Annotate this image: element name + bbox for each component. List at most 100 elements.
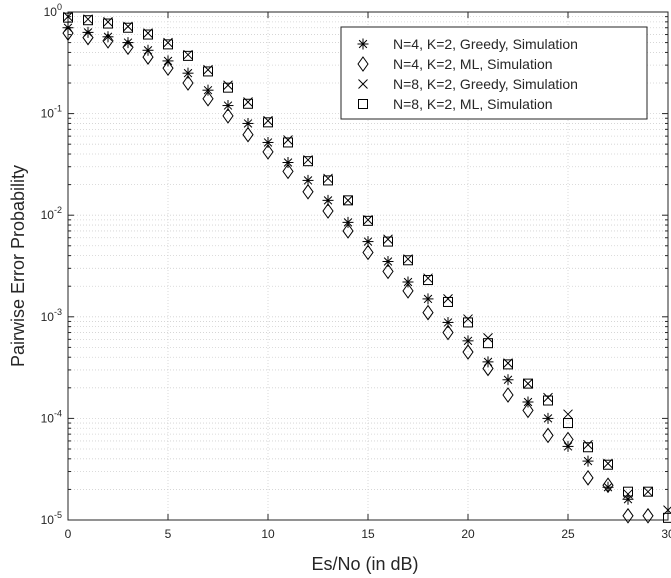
data-point-square	[583, 442, 593, 453]
data-point-diamond	[282, 163, 294, 180]
y-tick-label: 10-2	[41, 205, 62, 222]
data-point-square	[123, 22, 133, 33]
data-point-square	[323, 175, 333, 186]
data-point-square	[563, 418, 573, 429]
data-point-diamond	[222, 108, 234, 124]
data-point-square	[363, 215, 373, 226]
data-point-square	[483, 338, 493, 349]
data-point-asterisk	[342, 216, 354, 228]
data-point-diamond	[102, 32, 114, 49]
data-point-diamond	[142, 49, 154, 65]
data-point-diamond	[362, 244, 374, 261]
data-point-asterisk	[402, 276, 414, 288]
y-tick-label: 100	[44, 2, 62, 19]
data-point-square	[503, 359, 513, 370]
y-tick-label: 10-4	[41, 408, 62, 425]
data-point-square	[423, 275, 433, 286]
data-point-diamond	[642, 507, 654, 524]
data-point-x	[543, 392, 553, 403]
series-4	[63, 12, 671, 523]
data-point-diamond	[602, 477, 614, 494]
x-axis-label: Es/No (in dB)	[311, 554, 418, 574]
data-point-asterisk	[582, 455, 594, 467]
data-point-diamond	[482, 360, 494, 377]
legend-label: N=4, K=2, ML, Simulation	[393, 56, 553, 72]
data-point-diamond	[302, 183, 314, 200]
data-point-asterisk	[502, 374, 514, 386]
data-point-square	[163, 39, 173, 50]
legend-marker-square	[358, 99, 368, 109]
data-point-asterisk	[182, 67, 194, 79]
data-point-diamond	[382, 263, 394, 280]
data-point-x	[443, 294, 453, 304]
data-point-x	[63, 11, 73, 22]
data-point-x	[383, 234, 393, 245]
data-point-square	[523, 378, 533, 389]
data-point-square	[383, 236, 393, 247]
x-tick-label: 30	[661, 527, 671, 541]
data-point-diamond	[182, 75, 194, 91]
data-point-x	[643, 486, 653, 497]
y-tick-labels: 10-5 10-4 10-3 10-2 10-1 100	[41, 2, 62, 527]
data-point-diamond	[442, 324, 454, 341]
legend-box	[340, 26, 648, 120]
series-2	[62, 25, 654, 524]
data-point-asterisk	[262, 136, 274, 148]
x-tick-label: 20	[461, 527, 475, 541]
x-tick-label: 15	[361, 527, 375, 541]
data-point-diamond	[82, 29, 94, 46]
data-point-diamond	[542, 427, 554, 444]
data-point-x	[623, 489, 633, 499]
data-point-diamond	[162, 60, 174, 77]
data-point-diamond	[242, 126, 254, 143]
data-point-diamond	[62, 25, 74, 41]
data-point-x	[563, 409, 573, 420]
data-point-x	[283, 135, 293, 145]
data-point-x	[323, 173, 333, 184]
legend-label: N=8, K=2, Greedy, Simulation	[393, 76, 578, 92]
data-point-diamond	[402, 283, 414, 299]
x-tick-label: 25	[561, 527, 575, 541]
data-point-square	[623, 486, 633, 497]
data-point-square	[643, 486, 653, 497]
data-point-asterisk	[282, 157, 294, 169]
data-point-square	[663, 512, 671, 523]
data-point-diamond	[122, 39, 134, 56]
data-point-diamond	[322, 203, 334, 219]
y-tick-label: 10-3	[41, 307, 62, 324]
data-point-diamond	[262, 144, 274, 160]
legend-label: N=4, K=2, Greedy, Simulation	[393, 36, 578, 52]
data-point-square	[343, 195, 353, 206]
data-point-x	[363, 214, 373, 225]
data-point-diamond	[342, 223, 354, 239]
data-point-x	[423, 273, 433, 284]
legend-marker-diamond	[357, 56, 369, 72]
data-point-asterisk	[202, 84, 214, 96]
data-point-x	[483, 333, 493, 343]
data-point-asterisk	[102, 31, 114, 43]
data-point-x	[343, 195, 353, 206]
data-point-x	[223, 80, 233, 91]
data-point-square	[203, 66, 213, 77]
legend: N=4, K=2, Greedy, Simulation N=4, K=2, ML…	[340, 26, 648, 120]
data-point-diamond	[502, 387, 514, 403]
data-point-asterisk	[122, 37, 134, 49]
data-point-square	[143, 29, 153, 40]
data-point-square	[543, 395, 553, 406]
data-point-diamond	[462, 344, 474, 360]
legend-marker-x	[358, 79, 368, 89]
y-axis-label: Pairwise Error Probability	[8, 165, 28, 367]
data-point-square	[223, 82, 233, 93]
data-point-x	[523, 378, 533, 389]
data-point-x	[463, 314, 473, 324]
data-point-square	[243, 98, 253, 109]
data-point-asterisk	[542, 412, 554, 424]
data-point-asterisk	[382, 256, 394, 268]
data-point-square	[263, 117, 273, 128]
data-point-square	[603, 459, 613, 470]
data-point-diamond	[522, 402, 534, 419]
y-tick-label: 10-5	[41, 510, 62, 527]
data-point-square	[103, 18, 113, 29]
data-point-square	[443, 296, 453, 307]
data-point-asterisk	[622, 493, 634, 505]
